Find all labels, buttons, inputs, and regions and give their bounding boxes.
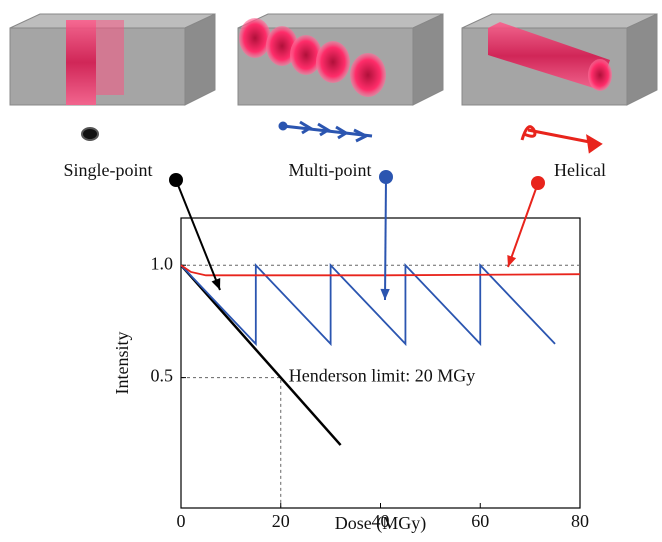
x-tick-label: 80 — [571, 511, 589, 531]
legend-arrow — [507, 182, 539, 268]
plot-frame — [180, 217, 581, 509]
y-tick-label: 1.0 — [151, 253, 174, 273]
annotation: Henderson limit: 20 MGy — [289, 366, 476, 386]
x-tick-label: 20 — [272, 511, 290, 531]
crystal-helical — [461, 13, 658, 106]
legend-arrowhead — [507, 255, 517, 267]
legend-arrow — [384, 176, 387, 301]
legend-label: Multi-point — [288, 160, 371, 180]
y-tick-label: 0.5 — [151, 366, 174, 386]
helical-icon — [520, 125, 603, 154]
x-tick-label: 0 — [177, 511, 186, 531]
y-axis-label: Intensity — [112, 332, 132, 395]
legend-arrow — [175, 179, 221, 291]
x-axis-label: Dose (MGy) — [335, 513, 427, 534]
legend-arrowhead — [380, 288, 390, 300]
legend-label: Helical — [554, 160, 606, 180]
series-line — [180, 264, 581, 277]
multi-icon — [278, 120, 373, 143]
legend-arrowhead — [211, 278, 221, 290]
henderson-guide — [181, 377, 282, 508]
x-tick-label: 40 — [372, 511, 390, 531]
single-icon — [81, 127, 99, 141]
legend-label: Single-point — [64, 160, 153, 180]
crystal-single — [9, 13, 216, 106]
series-line — [180, 262, 556, 347]
series-line — [180, 264, 342, 446]
x-tick-label: 60 — [471, 511, 489, 531]
crystal-multi — [237, 13, 444, 106]
